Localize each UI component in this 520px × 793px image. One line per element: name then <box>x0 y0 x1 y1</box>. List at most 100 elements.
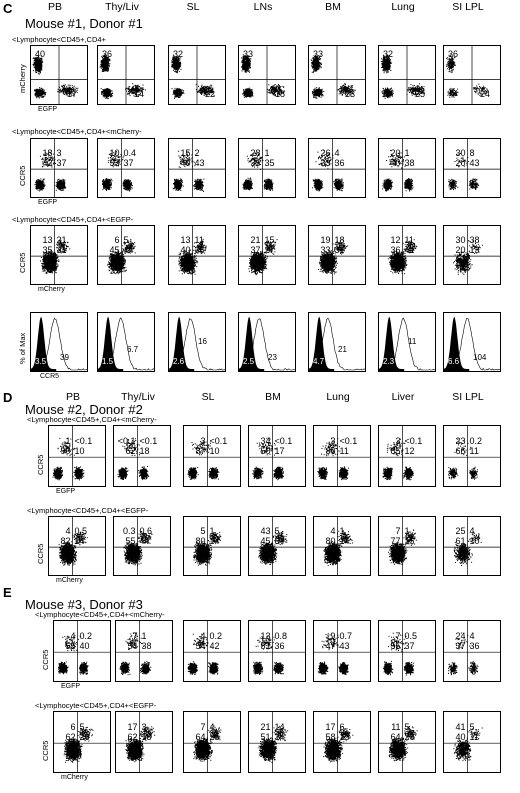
y-axis-label: CCR5 <box>18 165 27 186</box>
quadrant-percent: 36 <box>274 641 285 652</box>
quadrant-percent: 14 <box>339 536 350 547</box>
quadrant-percent: 11 <box>391 722 401 733</box>
quadrant-percent: 24 <box>479 89 490 99</box>
quadrant-percent: 43 <box>260 526 271 537</box>
flow-plot: 33 18 <box>238 45 296 105</box>
flow-plot: 13 21 35 31 <box>30 225 88 285</box>
quadrant-percent: <0.1 <box>117 436 136 447</box>
quadrant-percent: 4 <box>70 631 76 642</box>
quadrant-percent: 3 <box>395 436 401 447</box>
quadrant-percent: 55 <box>390 641 401 652</box>
quadrant-percent: 0.7 <box>339 631 353 642</box>
quadrant-percent: 62 <box>65 732 76 743</box>
scatter-events <box>388 726 418 762</box>
quadrant-percent: 40 <box>35 49 46 59</box>
scatter-events <box>317 437 349 481</box>
panel-letter-c: C <box>3 1 13 16</box>
histogram-plot: 6.6 104 <box>443 312 501 372</box>
ccr5-mfi: 16 <box>198 337 207 346</box>
quadrant-percent: 13 <box>260 631 271 642</box>
scatter-events <box>310 54 356 99</box>
quadrant-percent: 32 <box>173 49 184 59</box>
ccr5-histogram <box>169 318 225 371</box>
quadrant-percent: 0.6 <box>139 526 153 537</box>
flow-plot: 7 4 64 25 <box>183 711 241 773</box>
quadrant-percent: 4 <box>469 631 475 642</box>
scatter-events <box>187 633 219 675</box>
scatter-events <box>58 531 88 566</box>
quadrant-percent: 4 <box>469 526 475 537</box>
quadrant-percent: 36 <box>469 641 480 652</box>
column-header: SI LPL <box>452 391 484 403</box>
quadrant-percent: 38 <box>404 158 415 169</box>
ccr5-histogram <box>98 317 154 371</box>
flow-plot: 19 18 33 31 <box>308 225 366 285</box>
flow-plot: 17 3 62 18 <box>115 711 173 773</box>
flow-plot: 6 5 62 26 <box>53 711 111 773</box>
quadrant-percent: 10 <box>209 446 220 457</box>
scatter-events <box>102 151 133 192</box>
quadrant-percent: 33 <box>320 245 331 256</box>
panel-d-row1-gate: <Lymphocyte<CD45+,CD4+<mCherry- <box>27 415 157 424</box>
flow-plot: 1 <0.1 90 10 <box>48 425 106 487</box>
flow-plot: 6 5 45 44 <box>97 225 155 285</box>
quadrant-percent: 61 <box>455 536 466 547</box>
quadrant-percent: 41 <box>455 722 466 733</box>
quadrant-percent: 40 <box>455 732 466 743</box>
quadrant-percent: 87 <box>195 446 206 457</box>
quadrant-percent: 5 <box>200 526 206 537</box>
scatter-events <box>253 635 284 675</box>
scatter-events <box>242 152 274 191</box>
quadrant-percent: 37 <box>250 245 261 256</box>
quadrant-percent: 19 <box>320 235 331 246</box>
quadrant-percent: 41 <box>404 245 415 256</box>
y-axis-label: mCherry <box>18 64 27 93</box>
quadrant-percent: 64 <box>390 732 401 743</box>
ccr5-mfi: 23 <box>268 353 277 362</box>
quadrant-percent: 40 <box>180 158 191 169</box>
flow-plot: 33 23 <box>308 45 366 105</box>
panel-c-row3-gate: <Lymphocyte<CD45+,CD4+<EGFP- <box>12 215 134 224</box>
quadrant-percent: 18 <box>274 89 285 99</box>
quadrant-percent: 40 <box>79 641 90 652</box>
flow-plot: 21 14 51 14 <box>248 711 306 773</box>
scatter-events <box>125 726 156 763</box>
y-axis-label: CCR5 <box>36 543 45 564</box>
flow-plot: 4 0.5 82 14 <box>48 516 106 576</box>
scatter-events <box>34 151 67 192</box>
quadrant-percent: 0.4 <box>123 148 137 159</box>
quadrant-percent: 7 <box>395 631 401 642</box>
quadrant-percent: 10 <box>109 148 120 159</box>
flow-plot: 7 1 54 38 <box>115 620 173 682</box>
quadrant-percent: 33 <box>243 49 254 59</box>
quadrant-percent: 6 <box>339 722 345 733</box>
quadrant-percent: 23 <box>344 89 355 99</box>
quadrant-percent: 38 <box>141 641 152 652</box>
scatter-events <box>448 153 480 191</box>
quadrant-percent: 10 <box>469 536 480 547</box>
scatter-events <box>172 150 205 192</box>
flow-plot: 32 25 <box>378 45 436 105</box>
quadrant-percent: 17 <box>274 446 285 457</box>
scatter-events <box>187 440 220 480</box>
panel-e-heading: Mouse #3, Donor #3 <box>25 597 143 612</box>
isotype-mfi: 6.6 <box>448 357 460 366</box>
quadrant-percent: 38 <box>469 235 480 246</box>
isotype-mfi: 3.5 <box>35 357 47 366</box>
quadrant-percent: 51 <box>260 732 271 743</box>
ccr5-histogram <box>239 318 295 371</box>
quadrant-percent: 1 <box>65 436 71 447</box>
quadrant-percent: <0.1 <box>339 436 358 447</box>
quadrant-percent: 31 <box>334 245 345 256</box>
isotype-histogram <box>239 316 265 371</box>
flow-plot: 30 8 20 43 <box>443 138 501 198</box>
quadrant-percent: 55 <box>65 641 76 652</box>
scatter-events <box>252 437 284 481</box>
scatter-events <box>40 239 71 274</box>
quadrant-percent: 1 <box>404 148 410 159</box>
flow-plot: 4 0.2 54 42 <box>183 620 241 682</box>
column-header: SL <box>186 1 200 13</box>
flow-plot: 3 <0.1 87 10 <box>183 425 241 487</box>
quadrant-percent: 53 <box>109 158 120 169</box>
histogram-plot: 4.7 21 <box>308 312 366 372</box>
